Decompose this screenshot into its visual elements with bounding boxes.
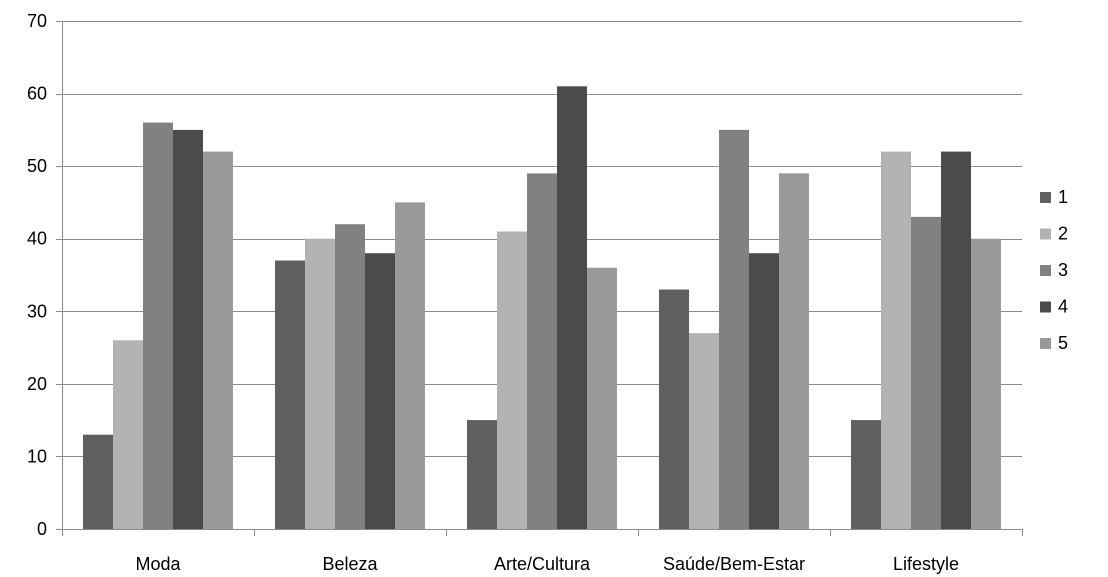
y-tick-label-10: 10 bbox=[27, 446, 47, 466]
bar-series-5-2 bbox=[587, 267, 617, 529]
bar-series-4-4 bbox=[941, 151, 971, 529]
legend-label-5: 5 bbox=[1058, 333, 1068, 353]
legend-swatch-4 bbox=[1040, 301, 1051, 313]
bar-series-4-3 bbox=[749, 253, 779, 529]
bar-series-2-3 bbox=[689, 333, 719, 529]
bar-series-4-2 bbox=[557, 86, 587, 530]
bar-series-5-3 bbox=[779, 173, 809, 529]
bar-series-3-3 bbox=[719, 129, 749, 529]
legend-swatch-2 bbox=[1040, 228, 1051, 240]
y-tick-label-70: 70 bbox=[27, 11, 47, 31]
bar-series-5-1 bbox=[395, 202, 425, 529]
bar-series-1-3 bbox=[659, 289, 689, 529]
x-category-labels: Moda Beleza Arte/Cultura Saúde/Bem-Estar Lif… bbox=[135, 554, 959, 574]
x-category-label-1: Beleza bbox=[322, 554, 378, 574]
bar-series-1-0 bbox=[83, 434, 113, 529]
bar-series-2-1 bbox=[305, 238, 335, 529]
legend-swatch-5 bbox=[1040, 338, 1051, 349]
bar-series-3-0 bbox=[143, 122, 173, 529]
x-category-label-4: Lifestyle bbox=[893, 554, 959, 574]
bar-series-5-4 bbox=[971, 238, 1001, 529]
y-tick-label-40: 40 bbox=[27, 229, 47, 249]
legend-swatch-1 bbox=[1040, 192, 1051, 203]
legend-label-1: 1 bbox=[1058, 187, 1068, 207]
y-tick-label-0: 0 bbox=[37, 519, 47, 539]
y-tick-label-30: 30 bbox=[27, 301, 47, 321]
x-category-label-2: Arte/Cultura bbox=[494, 554, 591, 574]
bar-series-2-2 bbox=[497, 231, 527, 529]
bar-series-3-4 bbox=[911, 216, 941, 529]
bar-series-1-1 bbox=[275, 260, 305, 529]
legend-label-4: 4 bbox=[1058, 297, 1068, 317]
bar-series-4-1 bbox=[365, 253, 395, 529]
bar-series-1-2 bbox=[467, 420, 497, 529]
legend-label-3: 3 bbox=[1058, 260, 1068, 280]
bar-series-5-0 bbox=[203, 151, 233, 529]
bar-series-1-4 bbox=[851, 420, 881, 529]
bar-series-2-4 bbox=[881, 151, 911, 529]
y-tick-labels: 0 10 20 30 40 50 60 70 bbox=[27, 11, 47, 539]
y-tick-label-60: 60 bbox=[27, 84, 47, 104]
bar-series-3-1 bbox=[335, 224, 365, 529]
bar-series-3-2 bbox=[527, 173, 557, 529]
axes bbox=[56, 21, 1023, 536]
y-tick-label-50: 50 bbox=[27, 156, 47, 176]
y-tick-label-20: 20 bbox=[27, 374, 47, 394]
bar-series-4-0 bbox=[173, 129, 203, 529]
bars bbox=[83, 86, 1001, 530]
bar-series-2-0 bbox=[113, 340, 143, 529]
x-category-label-0: Moda bbox=[135, 554, 181, 574]
legend-swatch-3 bbox=[1040, 265, 1051, 276]
legend: 1 2 3 4 5 bbox=[1040, 187, 1068, 353]
x-category-label-3: Saúde/Bem-Estar bbox=[663, 554, 805, 574]
legend-label-2: 2 bbox=[1058, 224, 1068, 244]
